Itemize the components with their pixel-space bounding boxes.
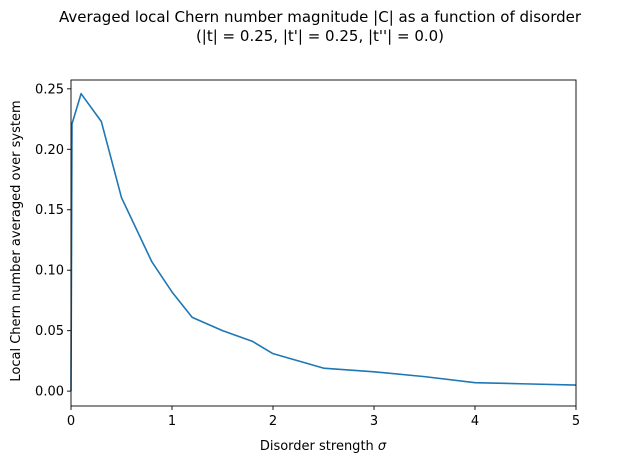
y-tick-label: 0.10 <box>35 264 64 279</box>
y-tick-label: 0.25 <box>35 82 64 97</box>
x-tick-label: 1 <box>168 414 176 429</box>
x-axis-label-prefix: Disorder strength <box>260 439 378 454</box>
chart-title-line-2: (|t| = 0.25, |t'| = 0.25, |t''| = 0.0) <box>196 27 444 45</box>
x-tick-label: 5 <box>572 414 580 429</box>
y-axis-label: Local Chern number averaged over system <box>9 100 24 381</box>
x-tick-label: 0 <box>67 414 75 429</box>
plot-area: 0 1 2 3 4 5 0.00 0.05 0.10 0.15 0.20 0.25 <box>35 79 580 429</box>
y-tick-label: 0.20 <box>35 143 64 158</box>
axes-frame <box>70 79 577 407</box>
y-tick-label: 0.15 <box>35 203 64 218</box>
series-line-0 <box>70 92 577 392</box>
x-axis-label-symbol: σ <box>378 439 387 454</box>
y-tick-label: 0.00 <box>35 385 64 400</box>
x-tick-label: 3 <box>370 414 378 429</box>
chart-title-line-1: Averaged local Chern number magnitude |C… <box>59 8 582 26</box>
x-tick-label: 2 <box>269 414 277 429</box>
x-axis-label: Disorder strength σ <box>260 439 387 454</box>
x-tick-label: 4 <box>471 414 479 429</box>
y-tick-label: 0.05 <box>35 324 64 339</box>
